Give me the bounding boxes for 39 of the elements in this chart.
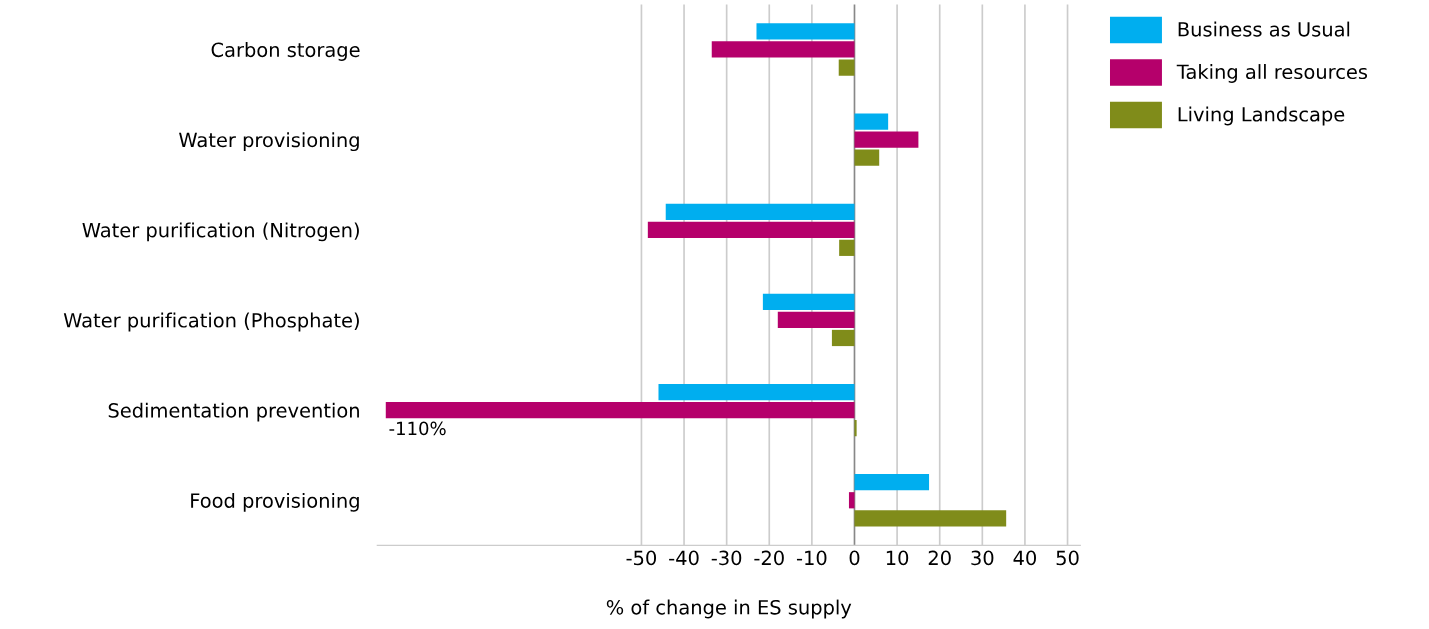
x-tick-label: 10 [886, 550, 909, 566]
bar [762, 293, 855, 311]
bar [839, 239, 855, 256]
bar [831, 329, 855, 347]
legend-label: Business as Usual [1178, 21, 1350, 37]
x-tick-label: 30 [971, 550, 994, 566]
x-tick-label: -20 [754, 550, 784, 566]
x-axis-title: % of change in ES supply [606, 599, 852, 619]
x-tick-label: -30 [711, 550, 742, 566]
x-tick-label: -40 [669, 550, 699, 566]
y-tick-label: Sedimentation prevention [108, 402, 359, 422]
legend-label: Living Landscape [1178, 106, 1345, 126]
bar [854, 474, 930, 491]
data-label: -110% [389, 421, 446, 436]
bar [854, 131, 919, 148]
bar [854, 420, 857, 437]
bar [385, 401, 855, 419]
x-tick-label: 20 [928, 550, 951, 566]
bar [658, 383, 855, 401]
y-tick-label: Water purification (Phosphate) [63, 312, 359, 332]
bar [854, 149, 880, 166]
bar [854, 113, 889, 130]
x-tick-label: 50 [1056, 550, 1079, 566]
bar [838, 59, 855, 76]
bar [711, 41, 855, 58]
bar [756, 23, 855, 40]
bar [854, 510, 1007, 527]
legend-label: Taking all resources [1176, 64, 1368, 83]
y-tick-label: Water provisioning [179, 132, 359, 152]
y-tick-label: Water purification (Nitrogen) [82, 222, 359, 242]
bar [777, 311, 855, 329]
x-tick-label: -50 [626, 550, 657, 566]
bar [665, 203, 855, 220]
x-tick-label: 0 [849, 550, 860, 566]
bar [647, 221, 855, 238]
x-tick-label: -10 [796, 550, 827, 566]
y-tick-label: Food provisioning [191, 492, 359, 512]
y-tick-label: Carbon storage [211, 42, 360, 61]
x-tick-label: 40 [1013, 550, 1037, 566]
